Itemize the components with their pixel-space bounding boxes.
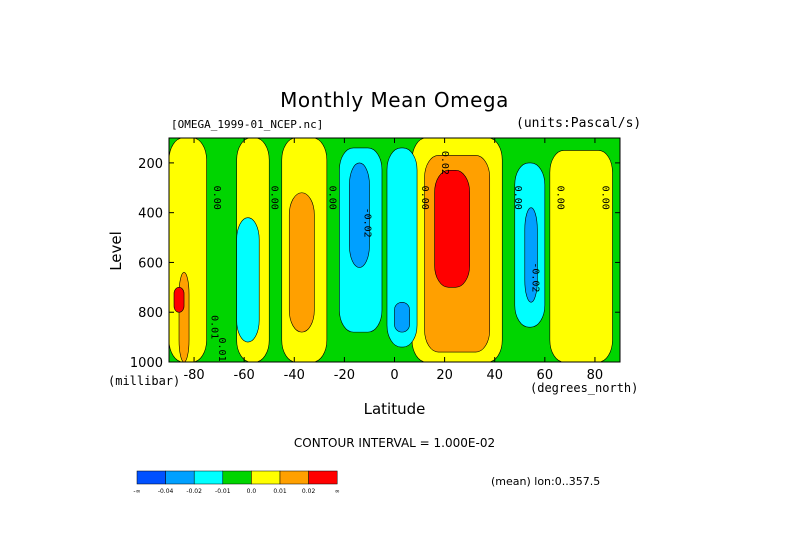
contour-region-12: [236, 217, 260, 343]
x-tick-label-7: 60: [537, 368, 554, 383]
x-tick-label-5: 20: [436, 368, 453, 383]
units-label: (units:Pascal/s): [516, 116, 642, 131]
y-tick-label-0: 200: [138, 157, 163, 172]
chart-title: Monthly Mean Omega: [280, 88, 509, 112]
x-tick-label-0: -80: [183, 368, 204, 383]
contour-label-5: 0.02: [439, 151, 450, 175]
source-filename: [OMEGA_1999-01_NCEP.nc]: [171, 118, 324, 131]
colorbar-swatch-0: [136, 470, 166, 485]
colorbar-label-0: -∞: [133, 488, 140, 495]
colorbar-swatch-3: [222, 470, 252, 485]
x-axis-label: Latitude: [363, 400, 426, 418]
colorbar-swatch-1: [165, 470, 195, 485]
contour-label-7: 0.00: [554, 186, 565, 210]
colorbar-swatch-5: [279, 470, 309, 485]
contour-label-3: -0.02: [361, 208, 372, 238]
contour-label-2: 0.00: [326, 186, 337, 210]
contour-region-16: [524, 207, 538, 303]
contour-region-6: [288, 192, 315, 333]
contour-label-9: -0.02: [529, 262, 540, 292]
contour-label-4: 0.00: [419, 186, 430, 210]
contour-label-6: 0.00: [512, 186, 523, 210]
colorbar-label-2: -0.02: [186, 488, 202, 495]
x-tick-label-4: 0: [390, 368, 398, 383]
contour-region-17: [173, 287, 185, 313]
colorbar-swatch-2: [193, 470, 224, 485]
mean-longitude-note: (mean) lon:0..357.5: [491, 475, 601, 488]
x-tick-label-1: -60: [234, 368, 255, 383]
contour-fills: [169, 138, 620, 362]
x-tick-label-8: 80: [587, 368, 604, 383]
colorbar-swatch-6: [308, 470, 338, 485]
colorbar-label-4: 0.0: [247, 488, 257, 495]
x-tick-label-2: -40: [284, 368, 305, 383]
y-tick-label-4: 1000: [130, 356, 163, 371]
contour-label-10: 0.01: [209, 315, 220, 339]
y-tick-label-2: 600: [138, 256, 163, 271]
contour-region-11: [386, 147, 418, 348]
y-tick-label-3: 800: [138, 306, 163, 321]
contour-label-8: 0.00: [599, 186, 610, 210]
contour-region-9: [434, 170, 470, 288]
y-axis-units: (millibar): [108, 374, 181, 388]
y-tick-label-1: 400: [138, 207, 163, 222]
colorbar: -∞ -0.04 -0.02 -0.01 0.0 0.01 0.02 ∞: [133, 470, 340, 495]
contour-region-15: [394, 301, 410, 333]
contour-region-8: [178, 272, 190, 362]
contour-region-5: [549, 150, 613, 362]
contour-label-1: 0.00: [269, 186, 280, 210]
x-axis-ticks: -80 -60 -40 -20 0 20 40 60 80: [183, 138, 603, 383]
colorbar-label-7: ∞: [335, 488, 340, 495]
colorbar-swatch-4: [251, 470, 281, 485]
colorbar-label-1: -0.04: [158, 488, 174, 495]
x-tick-label-6: 40: [486, 368, 503, 383]
contour-interval-note: CONTOUR INTERVAL = 1.000E-02: [293, 436, 496, 450]
colorbar-label-5: 0.01: [273, 488, 287, 495]
contour-region-14: [349, 162, 370, 268]
colorbar-label-3: -0.01: [215, 488, 231, 495]
contour-label-0: 0.00: [211, 186, 222, 210]
x-tick-label-3: -20: [334, 368, 355, 383]
y-axis-ticks: 200 400 600 800 1000: [130, 157, 620, 371]
contour-label-11: 0.01: [216, 338, 227, 362]
x-axis-units: (degrees_north): [530, 381, 639, 395]
contour-labels: 0.00 0.00 0.00 -0.02 0.00 0.02 0.00 0.00 0.00 -0.…: [209, 151, 611, 362]
colorbar-label-6: 0.02: [302, 488, 316, 495]
